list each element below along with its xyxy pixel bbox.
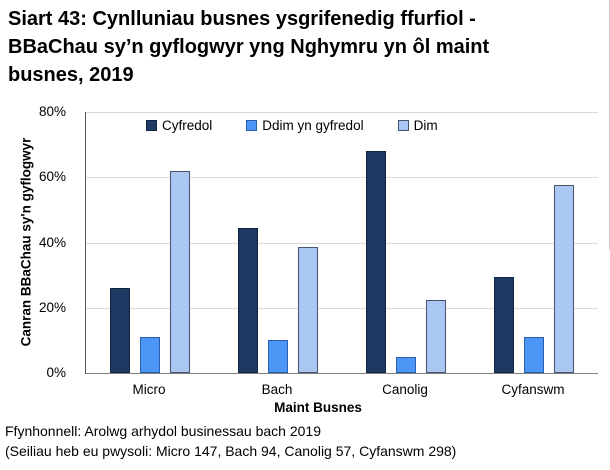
bar-dim-micro xyxy=(170,170,190,373)
x-tick-label-cyfanswm: Cyfanswm xyxy=(501,382,565,397)
bar-ddim-yn-gyfredol-micro xyxy=(140,337,160,373)
gridline-40 xyxy=(86,243,598,244)
chart-title-line-1: Siart 43: Cynlluniau busnes ysgrifenedig… xyxy=(8,8,476,30)
bar-cyfredol-micro xyxy=(110,288,130,373)
legend-label-dim: Dim xyxy=(413,118,438,133)
chart-title-line-2: BBaChau sy’n gyflogwyr yng Nghymru yn ôl… xyxy=(8,36,490,58)
legend-item-cyfredol: Cyfredol xyxy=(146,118,212,133)
y-tick-label-0: 0% xyxy=(46,365,66,380)
chart-title-line-3: busnes, 2019 xyxy=(8,64,134,86)
footer: Ffynhonnell: Arolwg arhydol businessau b… xyxy=(5,422,456,461)
gridline-60 xyxy=(86,177,598,178)
plot-area: Cyfredol Ddim yn gyfredol Dim xyxy=(85,112,598,374)
legend-item-ddim-yn-gyfredol: Ddim yn gyfredol xyxy=(246,118,364,133)
legend-item-dim: Dim xyxy=(397,118,438,133)
legend-swatch-navy-icon xyxy=(146,120,157,131)
x-tick-label-canolig: Canolig xyxy=(382,382,428,397)
gridline-80 xyxy=(86,112,598,113)
x-axis-title: Maint Busnes xyxy=(274,400,362,415)
y-tick-label-80: 80% xyxy=(38,104,66,119)
y-tick-label-60: 60% xyxy=(38,169,66,184)
bar-ddim-yn-gyfredol-canolig xyxy=(396,356,416,373)
bar-cyfredol-canolig xyxy=(366,151,386,373)
legend: Cyfredol Ddim yn gyfredol Dim xyxy=(146,118,438,133)
bar-cyfredol-cyfanswm xyxy=(494,276,514,373)
gridline-20 xyxy=(86,308,598,309)
bar-cyfredol-bach xyxy=(238,227,258,373)
y-tick-label-40: 40% xyxy=(38,235,66,250)
legend-label-cyfredol: Cyfredol xyxy=(162,118,213,133)
bar-group-bach xyxy=(214,112,342,373)
y-tick-label-20: 20% xyxy=(38,300,66,315)
source-note: Ffynhonnell: Arolwg arhydol businessau b… xyxy=(5,423,321,439)
bar-group-micro xyxy=(86,112,214,373)
bar-dim-cyfanswm xyxy=(554,185,574,373)
legend-label-ddim-yn-gyfredol: Ddim yn gyfredol xyxy=(262,118,364,133)
bar-group-cyfanswm xyxy=(470,112,598,373)
x-tick-label-bach: Bach xyxy=(261,382,293,397)
x-axis-tick-labels: Micro Bach Canolig Cyfanswm xyxy=(85,382,597,398)
legend-swatch-light-blue-icon xyxy=(397,120,409,131)
bar-dim-bach xyxy=(298,247,318,373)
y-axis-tick-labels: 0% 20% 40% 60% 80% xyxy=(0,104,66,380)
bar-dim-canolig xyxy=(426,299,446,373)
base-sizes-note: (Seiliau heb eu pwysoli: Micro 147, Bach… xyxy=(5,442,457,459)
bar-group-canolig xyxy=(342,112,470,373)
bar-ddim-yn-gyfredol-bach xyxy=(268,340,288,373)
chart-title: Siart 43: Cynlluniau busnes ysgrifenedig… xyxy=(8,5,604,89)
x-tick-label-micro: Micro xyxy=(132,382,166,397)
legend-swatch-medium-blue-icon xyxy=(246,120,258,131)
bar-ddim-yn-gyfredol-cyfanswm xyxy=(524,337,544,373)
